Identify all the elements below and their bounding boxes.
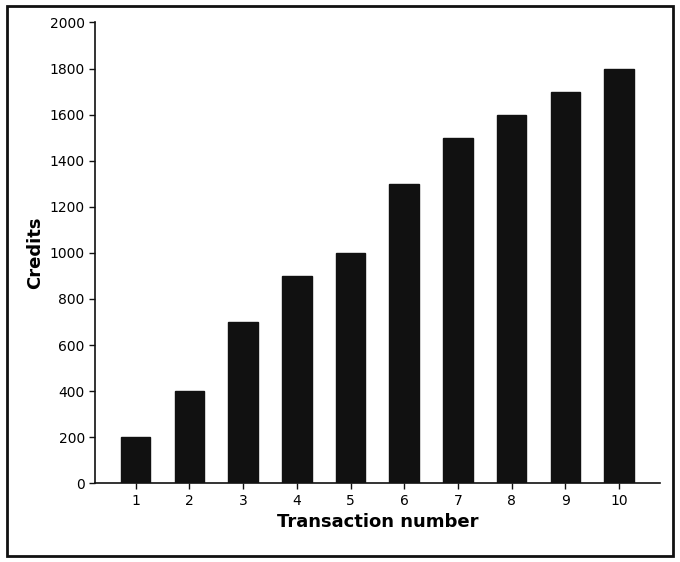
Bar bbox=[605, 69, 634, 483]
Bar bbox=[551, 92, 580, 483]
Bar bbox=[121, 437, 150, 483]
Bar bbox=[175, 391, 204, 483]
X-axis label: Transaction number: Transaction number bbox=[277, 513, 478, 531]
Bar bbox=[336, 253, 365, 483]
Bar bbox=[228, 322, 258, 483]
Bar bbox=[282, 276, 311, 483]
Bar bbox=[497, 115, 526, 483]
Bar bbox=[443, 138, 473, 483]
Bar bbox=[390, 184, 419, 483]
Y-axis label: Credits: Credits bbox=[26, 216, 44, 289]
